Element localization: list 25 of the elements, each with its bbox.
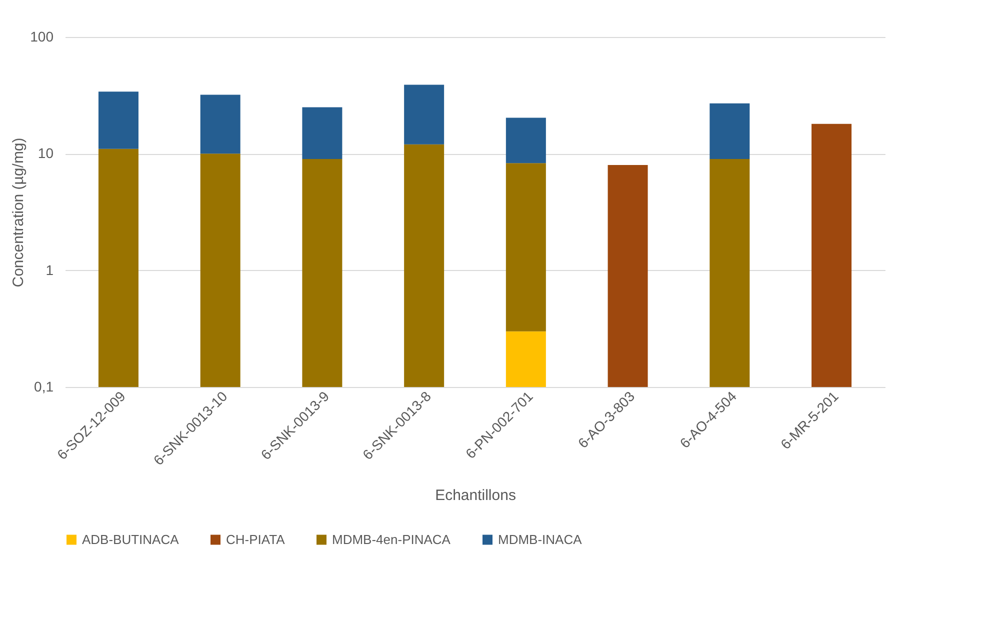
bar (506, 163, 546, 332)
y-tick-label: 0,1 (34, 378, 54, 394)
bar (200, 94, 240, 154)
bar (506, 118, 546, 164)
bar (200, 154, 240, 387)
y-tick-label: 10 (38, 145, 54, 162)
bar (98, 148, 138, 387)
bar (608, 164, 648, 387)
bar (506, 331, 546, 387)
y-tick-label: 1 (46, 262, 54, 278)
bar (710, 159, 750, 387)
legend-label: MDMB-4en-PINACA (332, 532, 451, 547)
bar (812, 124, 852, 387)
y-axis-title: Concentration (µg/mg) (10, 138, 28, 288)
bar (404, 144, 444, 387)
x-axis-title: Echantillons (435, 487, 516, 504)
legend-label: CH-PIATA (226, 532, 286, 547)
bar (404, 84, 444, 144)
bar (98, 92, 138, 149)
bar (302, 159, 342, 387)
legend-label: MDMB-INACA (498, 532, 582, 547)
legend-label: ADB-BUTINACA (82, 532, 180, 547)
bar (710, 103, 750, 160)
bar (302, 107, 342, 160)
y-tick-label: 100 (30, 28, 54, 44)
